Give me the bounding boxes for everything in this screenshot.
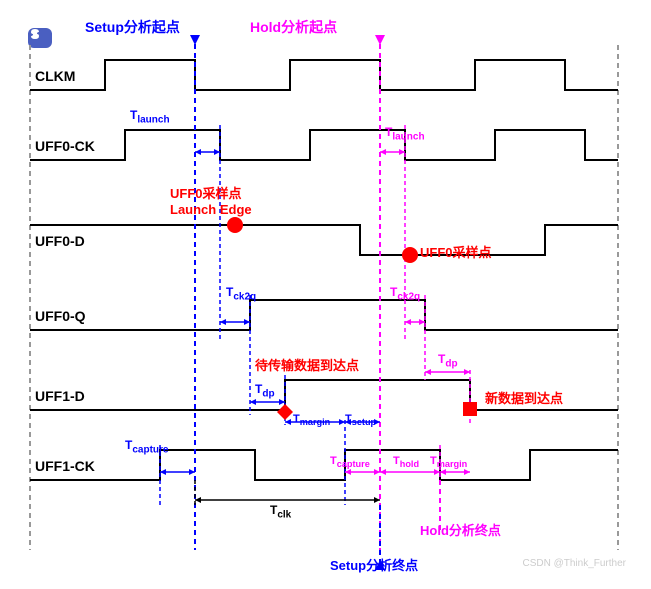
t-launch-magenta: Tlaunch (385, 125, 425, 142)
t-capture-blue: Tcapture (125, 438, 168, 455)
t-clk: Tclk (270, 503, 291, 520)
t-dp-blue: Tdp (255, 382, 275, 399)
setup-end-label: Setup分析终点 (330, 555, 418, 574)
t-ck2q-magenta: Tck2q (390, 285, 420, 302)
data-arrive: 待传输数据到达点 (255, 355, 359, 374)
t-dp-magenta: Tdp (438, 352, 458, 369)
t-margin-blue: Tmargin (293, 413, 330, 427)
timing-diagram: Setup分析起点 Hold分析起点 CLKM UFF0-CK UFF0-D U… (10, 10, 641, 579)
diagram-svg (10, 10, 641, 579)
new-data: 新数据到达点 (485, 388, 563, 407)
uff0-sample2: UFF0采样点 (420, 242, 492, 261)
t-capture-magenta: Tcapture (330, 455, 370, 469)
t-launch-blue: Tlaunch (130, 108, 170, 125)
t-hold-magenta: Thold (393, 455, 419, 469)
uff0-sample-launch: UFF0采样点Launch Edge (170, 183, 252, 217)
hold-end-label: Hold分析终点 (420, 520, 501, 539)
t-margin-magenta: Tmargin (430, 455, 467, 469)
t-setup-blue: Tsetup (345, 413, 376, 427)
watermark: CSDN @Think_Further (522, 558, 626, 569)
t-ck2q-blue: Tck2q (226, 285, 256, 302)
